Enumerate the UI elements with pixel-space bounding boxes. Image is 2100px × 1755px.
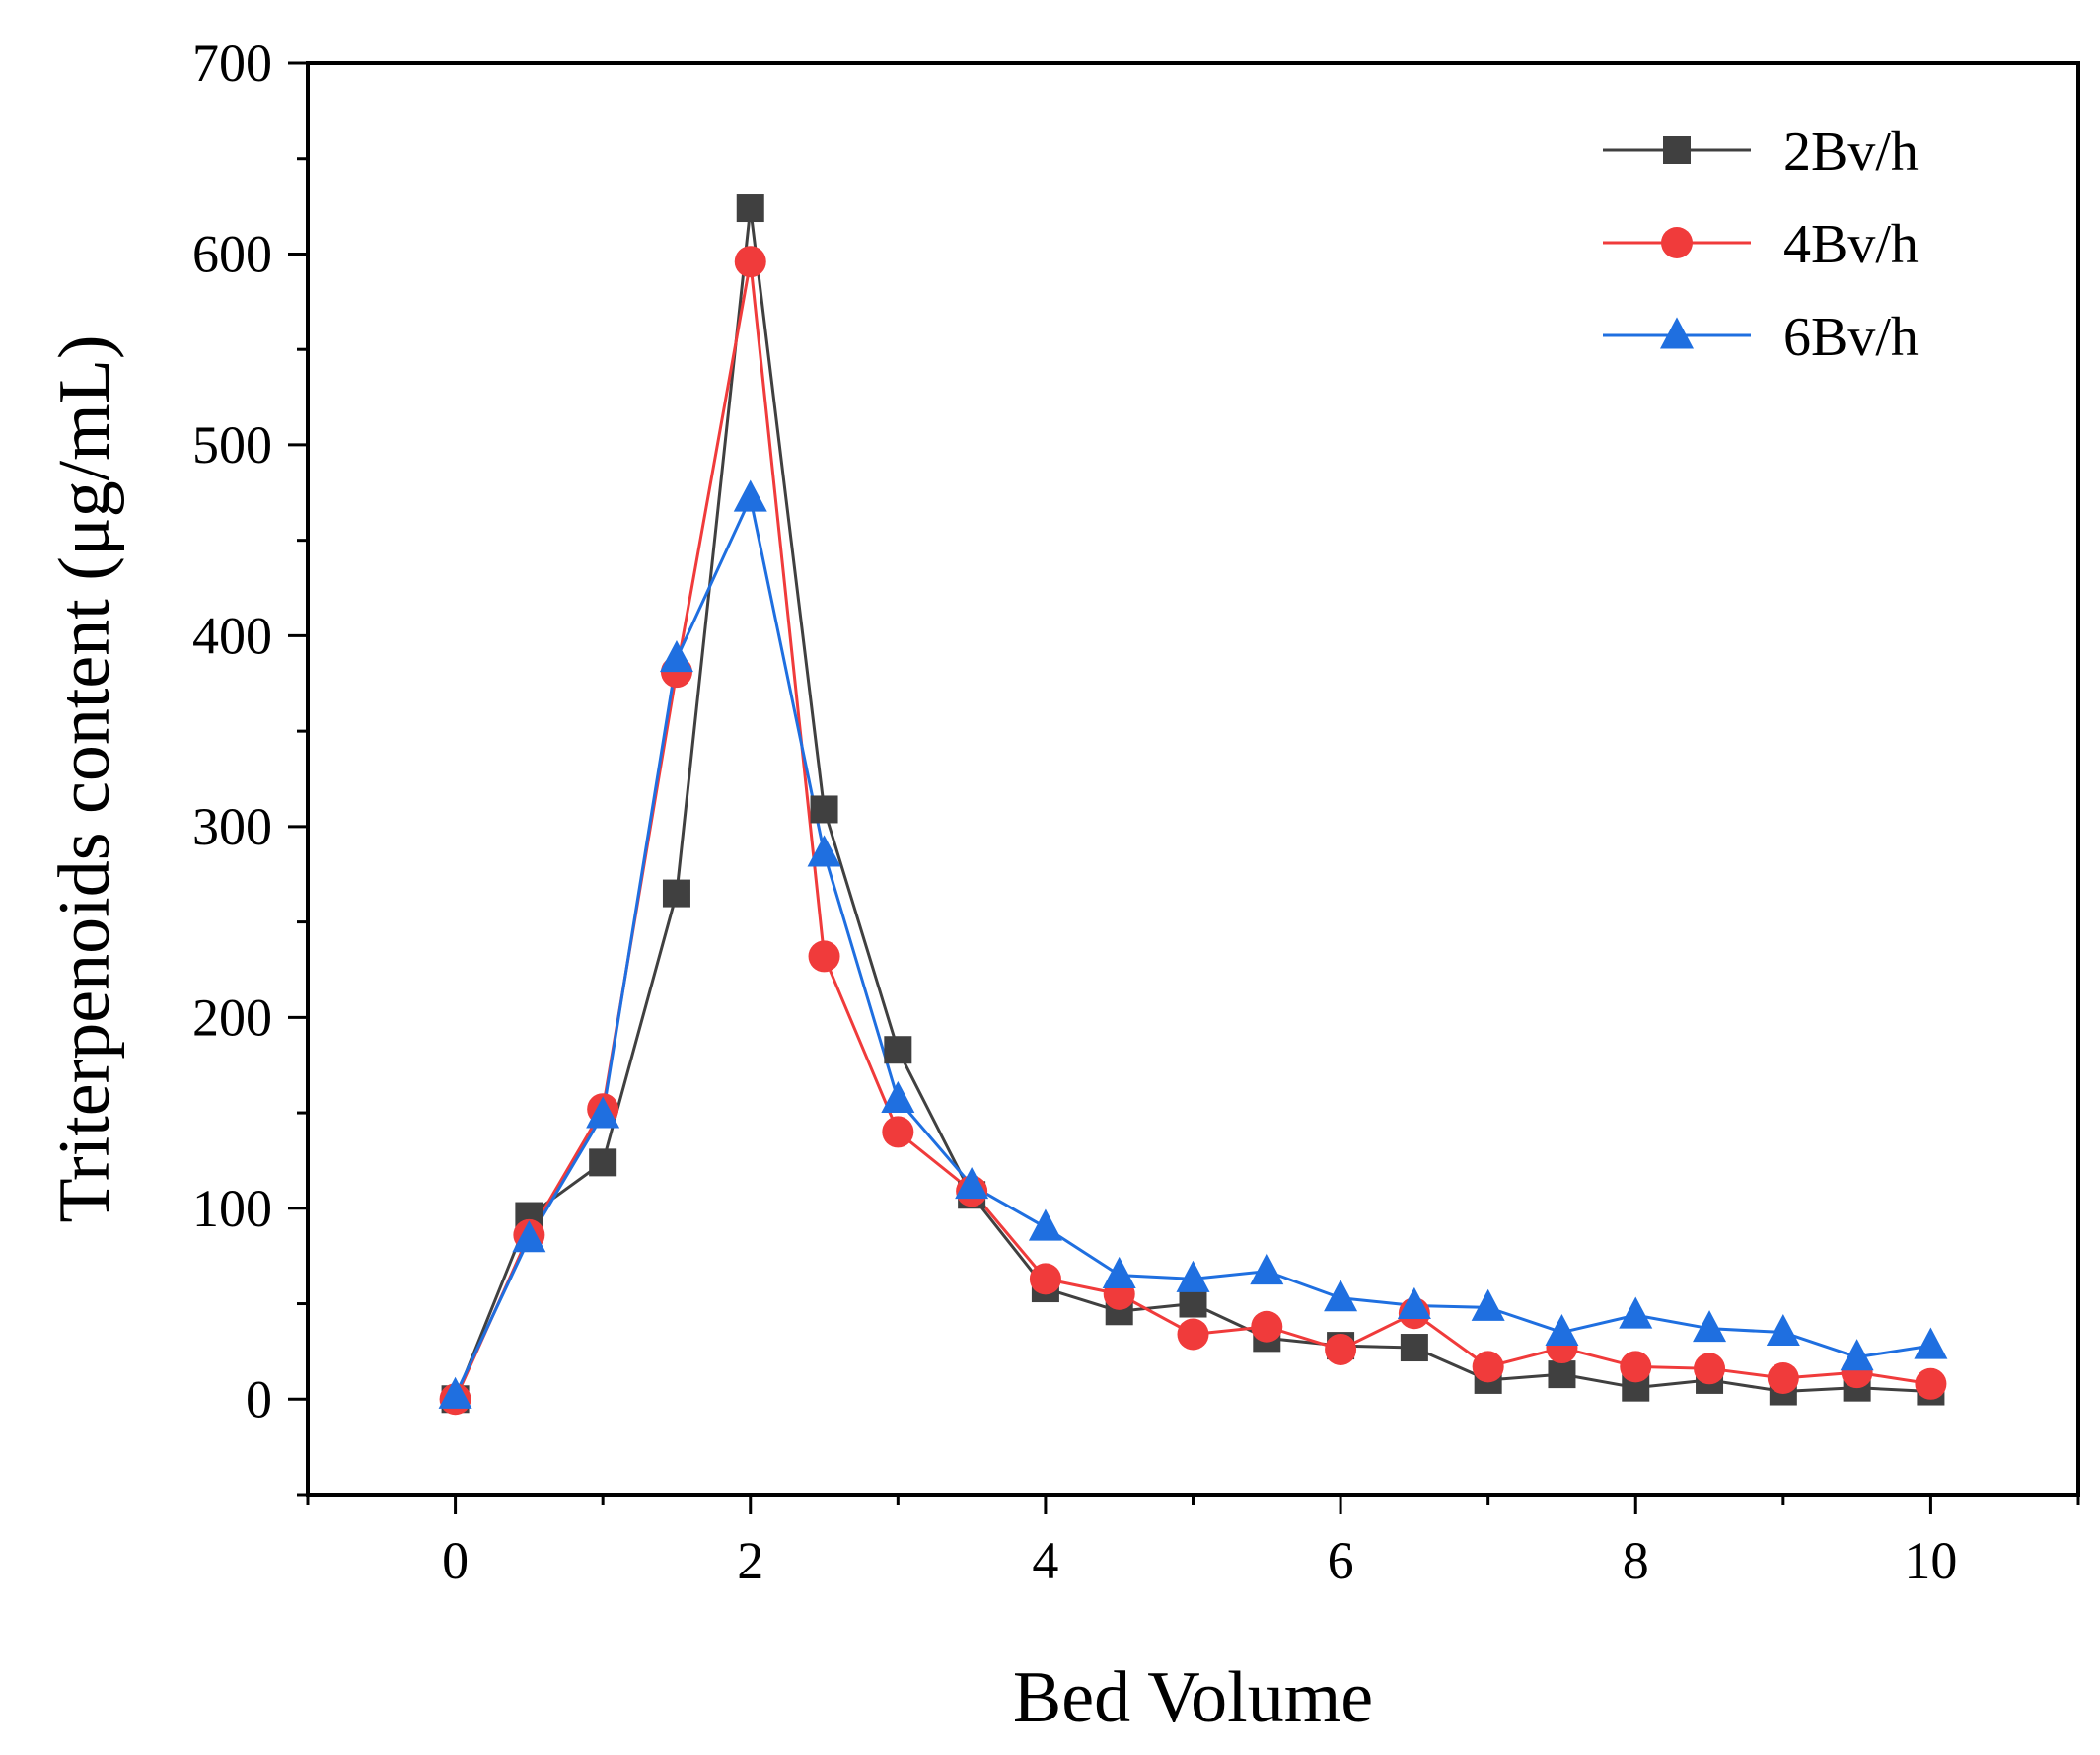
data-point [1620,1351,1652,1383]
legend: 2Bv/h 4Bv/h 6Bv/h [1603,121,1919,368]
data-point [736,194,764,223]
data-point [884,1036,912,1064]
legend-label: 2Bv/h [1783,121,1919,183]
data-point [662,879,690,908]
legend-entry: 4Bv/h [1603,214,1919,275]
y-tick-label: 0 [246,1369,272,1428]
data-point [659,640,693,673]
legend-marker [1660,317,1694,349]
axes-layer: 0 100 200 300 400 500 600 700 0 2 4 6 8 10 [192,34,2080,1590]
data-point [810,795,838,824]
data-point [1548,1360,1576,1389]
data-point [1179,1289,1207,1318]
data-point [1250,1253,1284,1285]
y-tick-label: 500 [192,415,272,475]
plot-frame [306,61,2080,1497]
x-tick-label: 4 [1032,1531,1058,1590]
data-point [1397,1286,1431,1319]
data-point [1177,1318,1209,1351]
data-point [733,479,767,512]
data-point [1914,1327,1948,1359]
data-point [1325,1333,1357,1365]
data-point [1766,1313,1800,1347]
data-point [1840,1339,1874,1371]
y-tick-label: 600 [192,224,272,283]
x-tick-label: 0 [442,1531,469,1590]
data-point [1545,1313,1579,1347]
series-layer [438,194,1948,1416]
legend-label: 6Bv/h [1783,307,1919,368]
data-point [955,1166,989,1200]
data-point [1251,1310,1283,1343]
data-point [1400,1334,1428,1362]
y-tick-label: 200 [192,987,272,1047]
data-point [1029,1263,1061,1295]
legend-entry: 2Bv/h [1603,121,1919,183]
data-point [589,1148,617,1177]
data-point [1694,1353,1726,1385]
data-point [1176,1260,1210,1292]
x-tick-label: 6 [1328,1531,1354,1590]
legend-marker [1661,227,1693,258]
data-point [882,1116,914,1148]
data-point [586,1096,620,1129]
data-point [807,835,841,867]
x-tick-label: 2 [737,1531,763,1590]
legend-marker [1663,136,1691,164]
x-axis-title: Bed Volume [1013,1657,1373,1738]
data-point [1767,1361,1799,1394]
data-point [1324,1280,1358,1312]
x-tick-label: 8 [1623,1531,1649,1590]
y-tick-label: 300 [192,797,272,856]
data-point [1915,1367,1947,1400]
data-point [1102,1256,1136,1289]
legend-entry: 6Bv/h [1603,307,1919,368]
data-point [1471,1288,1505,1321]
data-point [1693,1310,1727,1343]
data-point [881,1080,915,1114]
legend-label: 4Bv/h [1783,214,1919,275]
data-point [1472,1351,1504,1383]
y-tick-label: 400 [192,606,272,665]
data-point [808,940,840,973]
x-tick-label: 10 [1904,1531,1957,1590]
y-tick-label: 700 [192,34,272,93]
y-axis-title: Triterpenoids content (μg/mL) [44,334,125,1222]
data-point [1028,1208,1062,1241]
data-point [512,1220,546,1253]
data-point [734,246,766,278]
data-point [438,1376,472,1409]
data-point [1619,1296,1653,1329]
series-markers-6Bv/h [438,479,1948,1409]
y-tick-label: 100 [192,1179,272,1238]
